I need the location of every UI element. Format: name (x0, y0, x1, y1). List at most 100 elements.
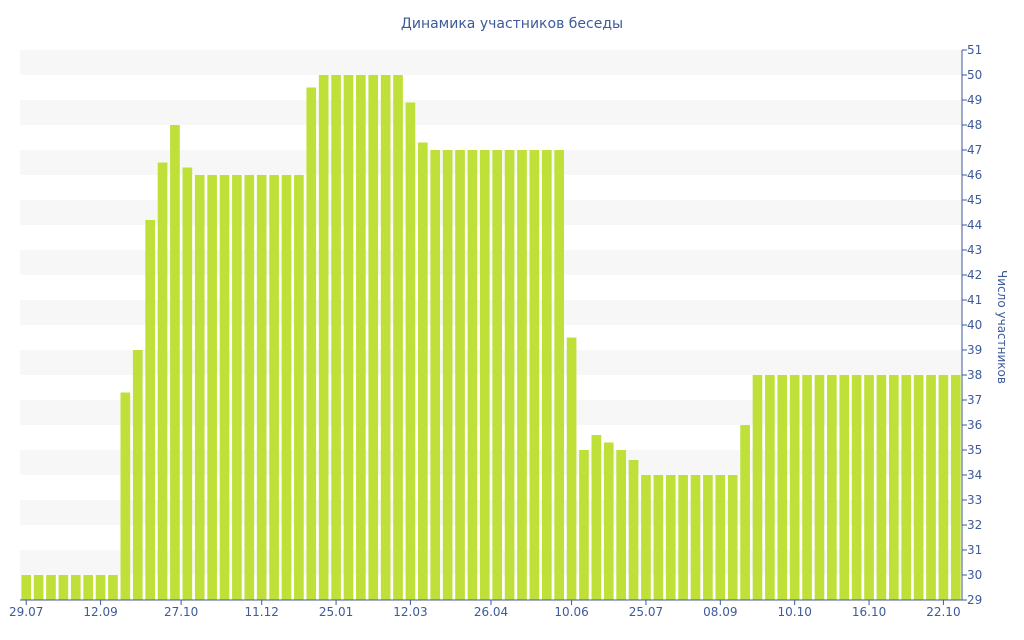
y-tick-label: 38 (967, 368, 982, 382)
bar (926, 375, 936, 600)
bar (938, 375, 949, 600)
bar (591, 435, 602, 600)
bar (256, 175, 267, 600)
y-tick-label: 42 (967, 268, 982, 282)
bar (703, 475, 713, 600)
y-tick-label: 33 (967, 493, 982, 507)
bar (368, 75, 379, 600)
bar (777, 375, 788, 600)
bar (740, 425, 750, 600)
x-tick-label: 12.09 (83, 605, 117, 619)
y-tick-label: 44 (967, 218, 982, 232)
x-tick-label: 08.09 (703, 605, 737, 619)
bar (827, 375, 837, 600)
bar (641, 475, 651, 600)
y-tick-label: 40 (967, 318, 982, 332)
x-tick-label: 16.10 (852, 605, 886, 619)
bar (504, 150, 515, 600)
y-tick-label: 47 (967, 143, 982, 157)
bar (194, 175, 205, 600)
background-band (20, 100, 962, 125)
y-tick-label: 48 (967, 118, 982, 132)
bar (814, 375, 825, 600)
bar (442, 150, 453, 600)
bar (455, 150, 465, 600)
y-tick-label: 37 (967, 393, 982, 407)
bar (678, 475, 688, 600)
bar (492, 150, 503, 600)
bar (356, 75, 366, 600)
bar (318, 75, 329, 600)
bar (851, 375, 862, 600)
x-axis: 29.07 12.09 27.10 11.12 25.01 12.03 26.04 10.06… (9, 599, 962, 619)
bar (579, 450, 589, 600)
bar (405, 102, 416, 600)
x-tick-label: 25.07 (629, 605, 663, 619)
x-tick-label: 29.07 (9, 605, 43, 619)
y-tick-label: 30 (967, 568, 982, 582)
bar (331, 75, 341, 600)
bar (653, 475, 664, 600)
bar (752, 375, 763, 600)
bar (33, 575, 44, 600)
x-tick-label: 12.03 (393, 605, 427, 619)
x-tick-label: 25.01 (319, 605, 353, 619)
bar (517, 150, 527, 600)
x-tick-label: 27.10 (164, 605, 198, 619)
bar (83, 575, 94, 600)
bar (603, 442, 614, 600)
bar (529, 150, 540, 600)
bar (95, 575, 106, 600)
y-tick-label: 34 (967, 468, 982, 482)
bar (727, 475, 738, 600)
bar (839, 375, 850, 600)
x-tick-label: 22.10 (926, 605, 960, 619)
y-tick-label: 49 (967, 93, 982, 107)
bars-group (21, 75, 961, 600)
y-tick-label: 31 (967, 543, 982, 557)
bar (541, 150, 552, 600)
bar (132, 350, 143, 600)
bar (864, 375, 874, 600)
x-tick-label: 11.12 (245, 605, 279, 619)
y-tick-label: 45 (967, 193, 982, 207)
bar (219, 175, 230, 600)
bar (170, 125, 180, 600)
y-tick-label: 51 (967, 43, 982, 57)
x-tick-label: 10.10 (777, 605, 811, 619)
bar (467, 150, 478, 600)
bar (207, 175, 217, 600)
x-tick-label: 10.06 (554, 605, 588, 619)
bar (715, 475, 726, 600)
bar (281, 175, 292, 600)
y-tick-label: 39 (967, 343, 982, 357)
bar (58, 575, 69, 600)
y-tick-label: 36 (967, 418, 982, 432)
bar (690, 475, 701, 600)
x-tick-label: 26.04 (474, 605, 508, 619)
y-axis: 29 30 31 32 33 34 35 36 37 38 39 40 41 42 43 44 45 46 47 48… (961, 43, 982, 607)
bar (616, 450, 626, 600)
bar (70, 575, 81, 600)
bar (628, 460, 639, 600)
bar (294, 175, 304, 600)
bar (108, 575, 118, 600)
bar (46, 575, 56, 600)
bar (157, 162, 168, 600)
bar (876, 375, 887, 600)
bar (306, 87, 317, 600)
bar (343, 75, 354, 600)
background-band (20, 50, 962, 75)
bar (789, 375, 800, 600)
bar (269, 175, 279, 600)
bar (913, 375, 924, 600)
y-tick-label: 32 (967, 518, 982, 532)
bar (479, 150, 490, 600)
bar (182, 167, 193, 600)
bar (430, 150, 441, 600)
y-axis-label: Число участников (995, 270, 1009, 384)
bar (554, 150, 565, 600)
bar (888, 375, 899, 600)
y-tick-label: 29 (967, 593, 982, 607)
